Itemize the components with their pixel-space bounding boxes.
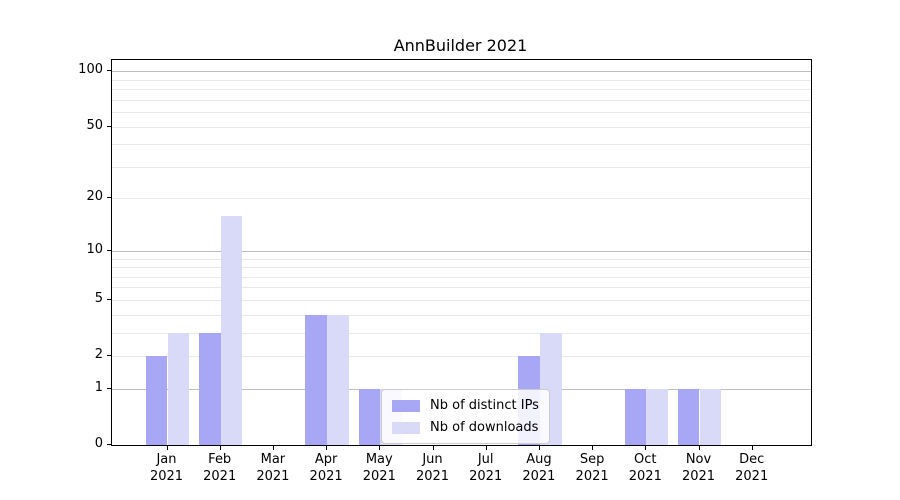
gridline-minor [112, 198, 811, 200]
legend-entry: Nb of distinct IPs [392, 397, 539, 414]
gridline-minor [112, 299, 811, 301]
gridline-major [112, 71, 811, 73]
y-tick-label: 0 [94, 436, 103, 451]
y-tick-label: 10 [86, 241, 103, 257]
y-tick-label: 20 [86, 189, 103, 205]
x-tick-label: Aug 2021 [522, 452, 556, 484]
legend-entry: Nb of downloads [392, 419, 539, 436]
bar-nb-of-downloads-nov [699, 388, 722, 445]
bar-nb-of-distinct-ips-oct [624, 388, 647, 445]
bar-nb-of-distinct-ips-nov [677, 388, 700, 445]
x-tick-mark [326, 446, 328, 450]
y-tick-mark [107, 298, 111, 300]
x-tick-label: Feb 2021 [203, 452, 237, 484]
x-tick-label: Sep 2021 [575, 452, 609, 484]
x-tick-mark [432, 446, 434, 450]
x-tick-label: Jun 2021 [415, 452, 450, 484]
x-tick-label: Oct 2021 [628, 452, 662, 484]
x-tick-mark [751, 446, 753, 450]
bar-nb-of-distinct-ips-feb [198, 332, 221, 445]
x-tick-mark [592, 446, 594, 450]
x-tick-mark [485, 446, 487, 450]
bar-nb-of-downloads-jan [167, 332, 190, 445]
gridline-minor [112, 89, 811, 91]
x-tick-mark [698, 446, 700, 450]
y-tick-label: 5 [94, 290, 103, 306]
chart-title: AnnBuilder 2021 [393, 36, 528, 55]
x-tick-label: Apr 2021 [309, 452, 343, 484]
gridline-minor [112, 79, 811, 81]
x-tick-label: Jan 2021 [149, 452, 184, 484]
gridline-major [112, 250, 811, 252]
y-tick-mark [107, 197, 111, 199]
y-tick-mark [107, 444, 111, 445]
legend-label: Nb of downloads [430, 420, 539, 435]
bar-nb-of-distinct-ips-jan [145, 356, 168, 445]
bar-nb-of-downloads-feb [220, 215, 243, 445]
y-tick-label: 100 [78, 62, 103, 78]
gridline-minor [112, 258, 811, 260]
gridline-minor [112, 356, 811, 357]
y-tick-mark [107, 125, 111, 127]
gridline-minor [112, 332, 811, 334]
x-tick-mark [272, 446, 274, 450]
y-tick-mark [107, 355, 111, 356]
gridline-minor [112, 314, 811, 316]
bar-nb-of-downloads-apr [327, 314, 349, 445]
x-tick-label: Mar 2021 [256, 452, 290, 484]
x-tick-label: Dec 2021 [735, 452, 769, 484]
gridline-minor [112, 276, 811, 278]
x-tick-label: May 2021 [362, 452, 396, 484]
x-tick-label: Nov 2021 [681, 452, 716, 484]
plot-area [111, 59, 812, 446]
legend-swatch [392, 421, 420, 434]
gridline-minor [112, 126, 811, 128]
gridline-minor [112, 144, 811, 146]
x-tick-mark [645, 446, 647, 450]
gridline-minor [112, 166, 811, 168]
y-tick-mark [107, 70, 111, 72]
x-tick-mark [379, 446, 381, 450]
legend-label: Nb of distinct IPs [430, 398, 539, 413]
y-tick-label: 2 [94, 347, 103, 362]
y-tick-mark [107, 387, 111, 389]
bar-nb-of-downloads-oct [646, 388, 669, 445]
bar-nb-of-distinct-ips-apr [305, 314, 328, 445]
y-tick-label: 1 [94, 379, 103, 395]
bar-nb-of-distinct-ips-may [358, 388, 381, 445]
legend: Nb of distinct IPs Nb of downloads [381, 389, 550, 444]
y-tick-mark [107, 249, 111, 251]
x-tick-mark [219, 446, 221, 450]
x-tick-label: Jul 2021 [469, 452, 503, 484]
gridline-minor [112, 99, 811, 101]
x-tick-mark [166, 446, 168, 450]
gridline-minor [112, 112, 811, 114]
y-tick-label: 50 [86, 117, 103, 133]
gridline-minor [112, 287, 811, 289]
x-tick-mark [538, 446, 540, 450]
legend-swatch [392, 399, 420, 412]
gridline-minor [112, 267, 811, 268]
